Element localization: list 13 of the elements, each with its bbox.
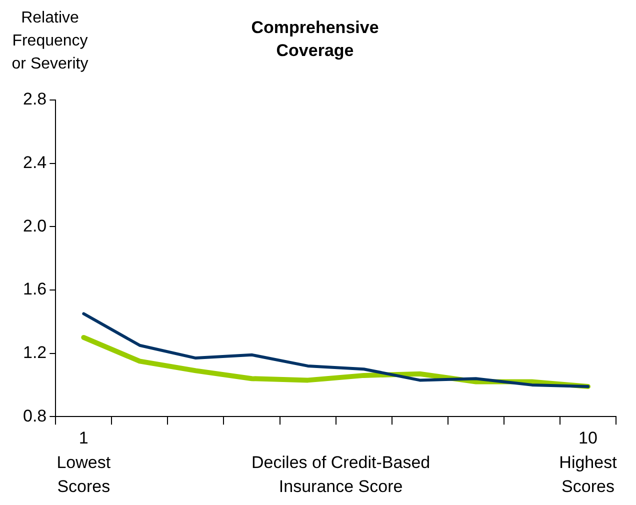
chart-title: Comprehensive Coverage: [251, 18, 379, 60]
y-tick-label: 1.6: [22, 280, 47, 299]
x-tick-label: 1: [78, 428, 88, 448]
y-tick-label: 2.0: [22, 216, 47, 236]
y-tick-label: 1.2: [22, 342, 47, 362]
y-tick-label: 2.4: [22, 153, 47, 172]
y-tick-label: 0.8: [22, 406, 47, 426]
y-tick-label: 2.8: [22, 90, 47, 109]
x-axis-title: Deciles of Credit-Based Insurance Score: [252, 453, 430, 496]
y-axis-title: Relative Frequency or Severity: [12, 9, 88, 72]
x-tick-label: 10: [578, 428, 598, 448]
text: Highest Scores: [559, 453, 618, 496]
text: Lowest Scores: [56, 453, 111, 496]
